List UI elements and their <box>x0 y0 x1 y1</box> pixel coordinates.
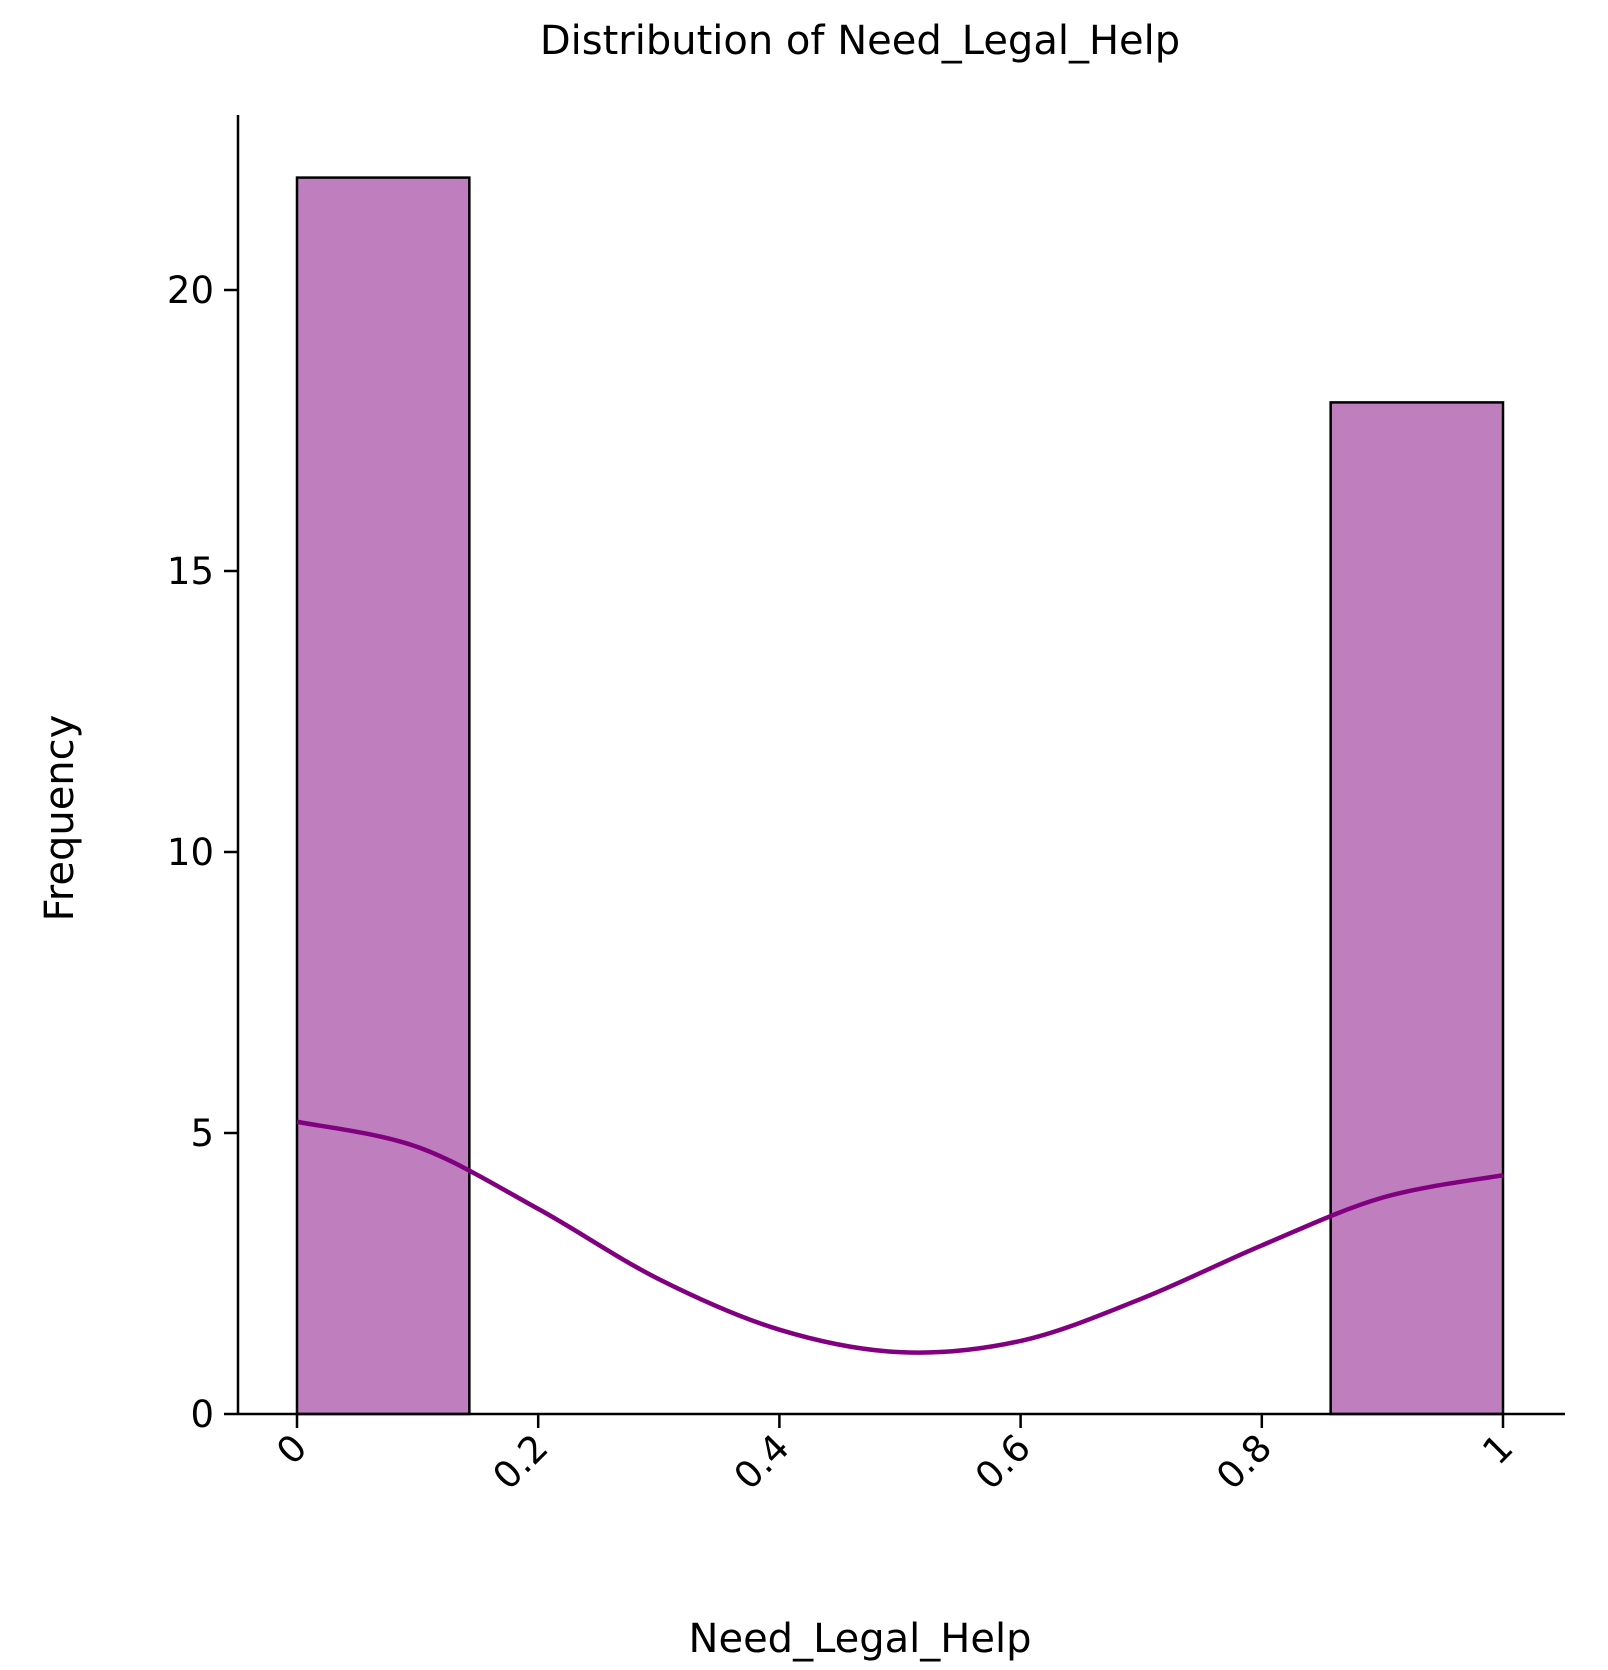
chart-title: Distribution of Need_Legal_Help <box>540 18 1180 64</box>
y-axis-label: Frequency <box>37 715 83 922</box>
y-tick-label: 5 <box>190 1112 214 1155</box>
x-tick-label: 0 <box>268 1426 315 1473</box>
histogram-bar <box>1329 401 1505 1416</box>
bars-group <box>295 176 1505 1416</box>
histogram-bar <box>295 176 471 1416</box>
kde-line <box>296 1119 1504 1355</box>
x-ticks-group: 0 0.2 0.4 0.6 0.8 1 <box>268 1414 1521 1498</box>
y-tick-label: 20 <box>167 269 214 312</box>
x-tick-label: 0.4 <box>726 1426 798 1498</box>
y-tick-label: 15 <box>167 550 214 593</box>
x-tick-label: 1 <box>1474 1426 1521 1473</box>
kde-group <box>296 1119 1504 1355</box>
x-tick-label: 0.8 <box>1208 1426 1280 1498</box>
x-axis-label: Need_Legal_Help <box>689 1616 1032 1662</box>
x-tick-label: 0.6 <box>967 1426 1039 1498</box>
y-tick-label: 0 <box>190 1393 214 1436</box>
x-tick-label: 0.2 <box>485 1426 557 1498</box>
y-tick-label: 10 <box>167 831 214 874</box>
y-ticks-group: 0 5 10 15 20 <box>167 269 238 1436</box>
